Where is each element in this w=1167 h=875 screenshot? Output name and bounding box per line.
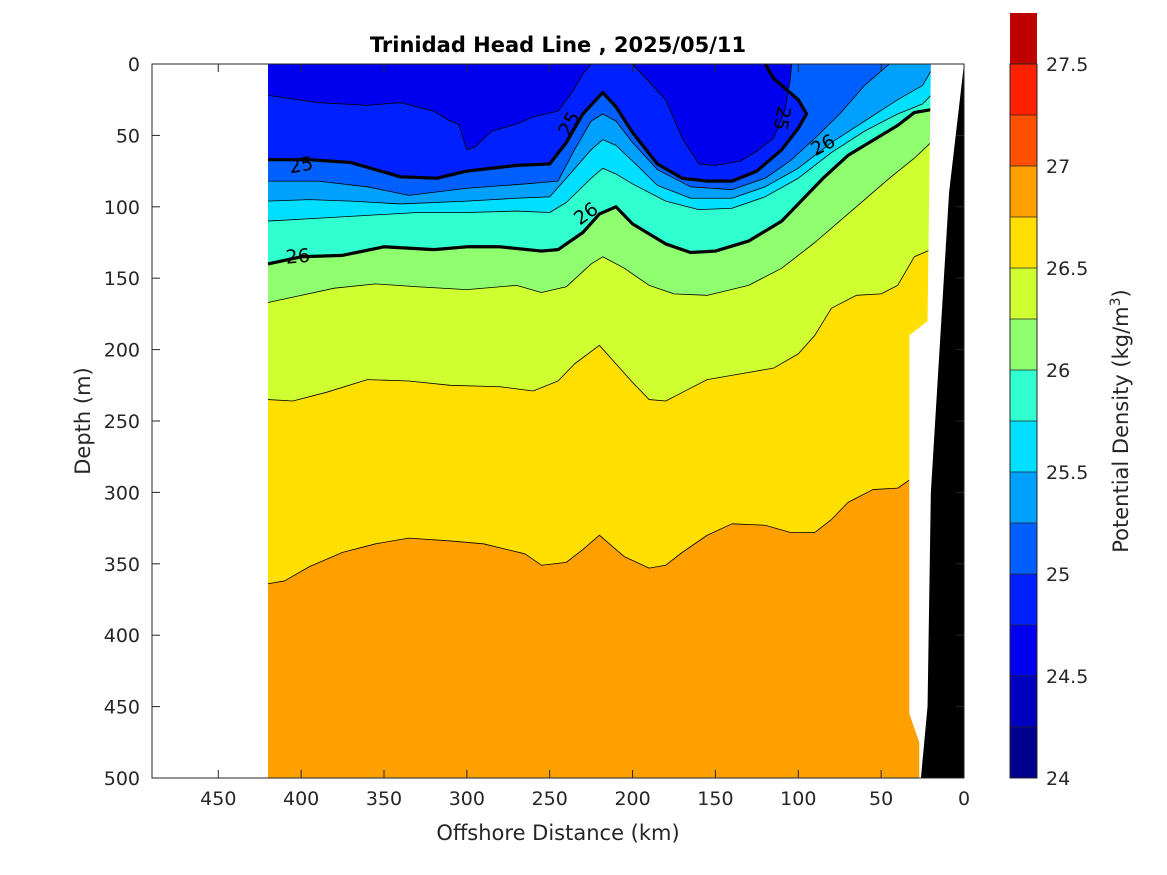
y-tick-label: 150 [104,268,140,290]
colorbar: 24 24.5 25 25.5 26 26.5 27 27.5 [1009,13,1088,790]
x-tick-label: 300 [449,788,485,810]
y-tick-label: 50 [116,125,140,147]
colorbar-label: Potential Density (kg/m3) [1108,289,1133,553]
contour-line-layer [267,64,932,585]
colorbar-segment [1010,166,1037,217]
contour-line-26-5 [267,249,932,402]
x-tick-label: 100 [780,788,816,810]
density-fill-layer [268,64,964,778]
y-tick-label: 250 [104,411,140,433]
x-axis-label: Offshore Distance (km) [436,821,679,845]
y-tick-label: 350 [104,554,140,576]
colorbar-tick-label: 26.5 [1046,258,1088,280]
contour-line-25-75 [267,95,932,222]
colorbar-tick-label: 25 [1046,564,1070,586]
contour-label: 25 [287,152,315,178]
colorbar-segment [1010,574,1037,625]
contour-label: 26 [285,245,311,269]
colorbar-tick-label: 24.5 [1046,666,1088,688]
contour-line-24-75 [267,64,592,151]
colorbar-segment [1010,217,1037,268]
contour-line-26-25 [267,142,932,303]
colorbar-segment [1010,64,1037,115]
density-pool-low [632,64,792,166]
y-tick-label: 200 [104,340,140,362]
contour-line-26 [267,108,932,266]
y-tick-label: 450 [104,697,140,719]
seafloor-bathymetry [920,64,964,778]
colorbar-segment [1010,268,1037,319]
contour-line-24-75 [632,64,793,166]
colorbar-segment [1010,421,1037,472]
contour-label: 25 [769,104,795,132]
y-axis: 0 50 100 150 200 250 300 350 400 450 500 [104,54,964,790]
colorbar-label-superscript: 3 [1108,297,1124,306]
colorbar-tick-label: 26 [1046,360,1070,382]
contour-line-25-5 [267,70,932,205]
density-band-24-75 [268,64,931,150]
y-tick-label: 0 [128,54,140,76]
y-tick-label: 500 [104,768,140,790]
colorbar-tick-label: 25.5 [1046,462,1088,484]
colorbar-segment [1010,472,1037,523]
x-axis: 450 400 350 300 250 200 150 100 50 0 [200,64,970,810]
colorbar-segment [1010,625,1037,676]
colorbar-segment [1010,13,1037,64]
x-tick-label: 250 [532,788,568,810]
x-tick-label: 450 [200,788,236,810]
colorbar-tick-label: 27 [1046,156,1070,178]
colorbar-tick-label: 27.5 [1046,54,1088,76]
seafloor-layer [909,64,964,778]
colorbar-segment [1010,676,1037,727]
x-tick-label: 400 [283,788,319,810]
y-axis-label: Depth (m) [71,367,95,474]
colorbar-segment [1010,115,1037,166]
colorbar-segment [1010,319,1037,370]
colorbar-segment [1010,370,1037,421]
y-tick-label: 400 [104,625,140,647]
colorbar-tick-label: 24 [1046,768,1070,790]
y-tick-label: 300 [104,482,140,504]
chart-title: Trinidad Head Line , 2025/05/11 [370,33,746,57]
x-tick-label: 350 [366,788,402,810]
colorbar-segment [1010,727,1037,778]
contour-line-26-75 [267,466,932,585]
contour-line-25 [268,64,809,183]
contour-line-25-25 [268,64,890,196]
x-tick-label: 0 [958,788,970,810]
colorbar-segment [1010,523,1037,574]
x-tick-label: 200 [614,788,650,810]
y-tick-label: 100 [104,197,140,219]
x-tick-label: 50 [869,788,893,810]
x-tick-label: 150 [697,788,733,810]
